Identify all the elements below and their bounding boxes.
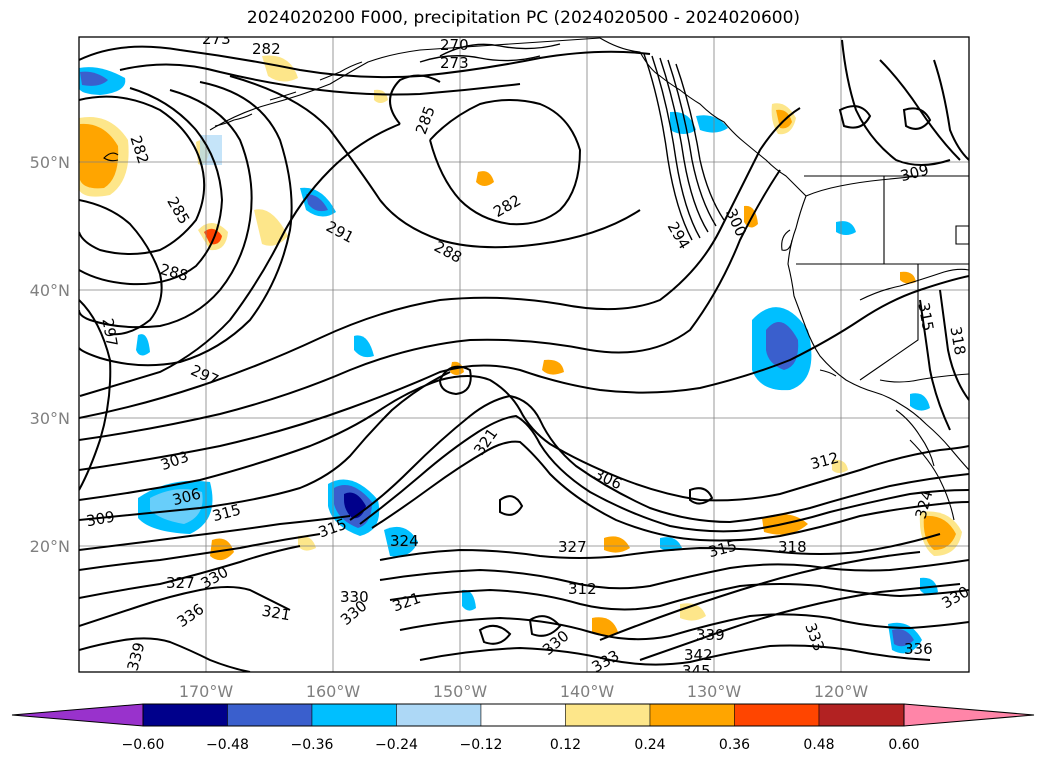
colorbar-bin	[396, 703, 482, 727]
lon-label-120w: 120°W	[814, 682, 869, 701]
colorbar-bin	[311, 703, 397, 727]
colorbar-tick: −0.36	[291, 737, 334, 753]
contour-label: 282	[252, 40, 281, 58]
precip-shading	[79, 55, 962, 654]
contour-label: 318	[946, 325, 969, 356]
colorbar-ticks: −0.60 −0.48 −0.36 −0.24 −0.12 0.12 0.24 …	[122, 737, 920, 753]
contour-label: 315	[914, 301, 937, 332]
colorbar-bin	[227, 703, 313, 727]
colorbar-tick: 0.24	[634, 737, 665, 753]
lon-label-160w: 160°W	[306, 682, 361, 701]
contour-label: 324	[390, 532, 419, 550]
lat-label-50n: 50°N	[30, 153, 70, 172]
colorbar-extend-high	[903, 703, 1035, 727]
contour-bundle	[419, 43, 725, 241]
lat-label-30n: 30°N	[30, 409, 70, 428]
lat-label-20n: 20°N	[30, 537, 70, 556]
contour-label: 336	[904, 640, 933, 658]
contour-label: 330	[340, 588, 369, 606]
colorbar-tick: −0.12	[460, 737, 503, 753]
lon-label-150w: 150°W	[433, 682, 488, 701]
colorbar-extend-low	[11, 703, 144, 727]
map-title: 2024020200 F000, precipitation PC (20240…	[246, 8, 801, 28]
colorbar-tick: 0.12	[550, 737, 581, 753]
lon-label-140w: 140°W	[560, 682, 615, 701]
map-frame	[78, 36, 970, 673]
contour-label: 339	[696, 626, 725, 644]
map-area: 273 282 270 273 285 282 282 285 291 288 …	[79, 30, 969, 680]
colorbar-tick: 0.48	[803, 737, 834, 753]
contour-label: 327	[558, 538, 587, 556]
contour-lines	[79, 39, 969, 672]
latitude-labels: 50°N 40°N 30°N 20°N	[30, 153, 70, 556]
lon-label-170w: 170°W	[179, 682, 234, 701]
longitude-labels: 170°W 160°W 150°W 140°W 130°W 120°W	[179, 682, 869, 701]
contour-label: 273	[440, 54, 469, 72]
colorbar-tick: −0.24	[375, 737, 418, 753]
colorbar-tick: −0.48	[206, 737, 249, 753]
contour-label: 297	[98, 317, 121, 348]
colorbar-bin	[142, 703, 228, 727]
colorbar-bin	[480, 703, 566, 727]
colorbar-tick: 0.60	[888, 737, 919, 753]
colorbar-tick: −0.60	[122, 737, 165, 753]
contour-label: 273	[202, 30, 231, 48]
lon-label-130w: 130°W	[687, 682, 742, 701]
contour-label: 321	[260, 602, 291, 625]
lat-label-40n: 40°N	[30, 281, 70, 300]
contour-label: 309	[85, 508, 116, 531]
colorbar-tick: 0.36	[719, 737, 750, 753]
contour-label: 342	[684, 646, 713, 664]
contour-label: 270	[440, 36, 469, 54]
contour-label: 327	[166, 574, 195, 592]
colorbar-bin	[734, 703, 820, 727]
contour-label: 312	[568, 580, 597, 598]
colorbar-bin	[818, 703, 905, 727]
colorbar: −0.60 −0.48 −0.36 −0.24 −0.12 0.12 0.24 …	[11, 703, 1035, 753]
colorbar-bin	[649, 703, 735, 727]
contour-label: 318	[778, 538, 807, 556]
colorbar-bin	[565, 703, 651, 727]
contour-label: 345	[682, 662, 711, 680]
